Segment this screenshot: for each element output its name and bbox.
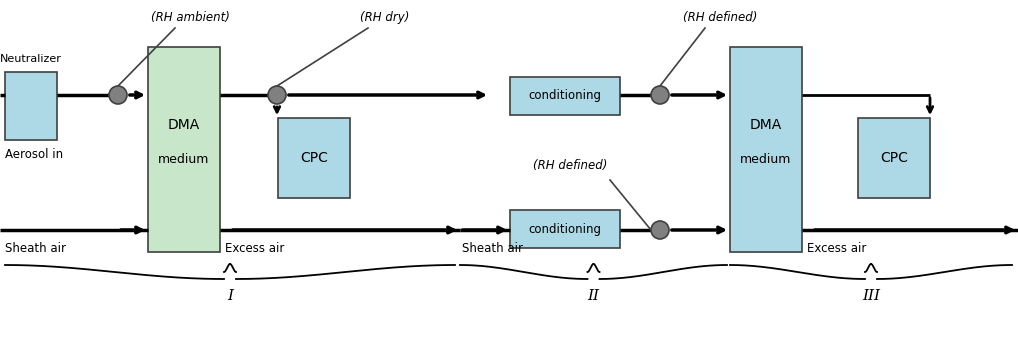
Text: II: II	[587, 289, 600, 303]
Bar	[510, 77, 620, 115]
Text: I: I	[227, 289, 233, 303]
Text: DMA: DMA	[168, 118, 201, 132]
Text: Excess air: Excess air	[225, 241, 284, 255]
Text: Excess air: Excess air	[807, 241, 866, 255]
Text: DMA: DMA	[750, 118, 782, 132]
Bar	[858, 118, 930, 198]
Circle shape	[651, 221, 669, 239]
Text: conditioning: conditioning	[528, 89, 602, 102]
Text: medium: medium	[740, 153, 792, 166]
Text: (RH dry): (RH dry)	[360, 12, 409, 24]
Text: CPC: CPC	[881, 151, 908, 165]
Text: Sheath air: Sheath air	[462, 241, 523, 255]
Text: CPC: CPC	[300, 151, 328, 165]
Bar	[510, 210, 620, 248]
Text: III: III	[862, 289, 880, 303]
Bar	[278, 118, 350, 198]
Text: Aerosol in: Aerosol in	[5, 147, 63, 160]
Bar	[148, 47, 220, 252]
Circle shape	[651, 86, 669, 104]
Bar	[730, 47, 802, 252]
Text: Sheath air: Sheath air	[5, 241, 66, 255]
Text: conditioning: conditioning	[528, 222, 602, 236]
Text: (RH defined): (RH defined)	[683, 12, 757, 24]
Circle shape	[109, 86, 127, 104]
Bar	[5, 72, 57, 140]
Text: Neutralizer: Neutralizer	[0, 54, 62, 64]
Text: (RH ambient): (RH ambient)	[151, 12, 229, 24]
Circle shape	[268, 86, 286, 104]
Text: (RH defined): (RH defined)	[532, 159, 607, 172]
Text: medium: medium	[159, 153, 210, 166]
